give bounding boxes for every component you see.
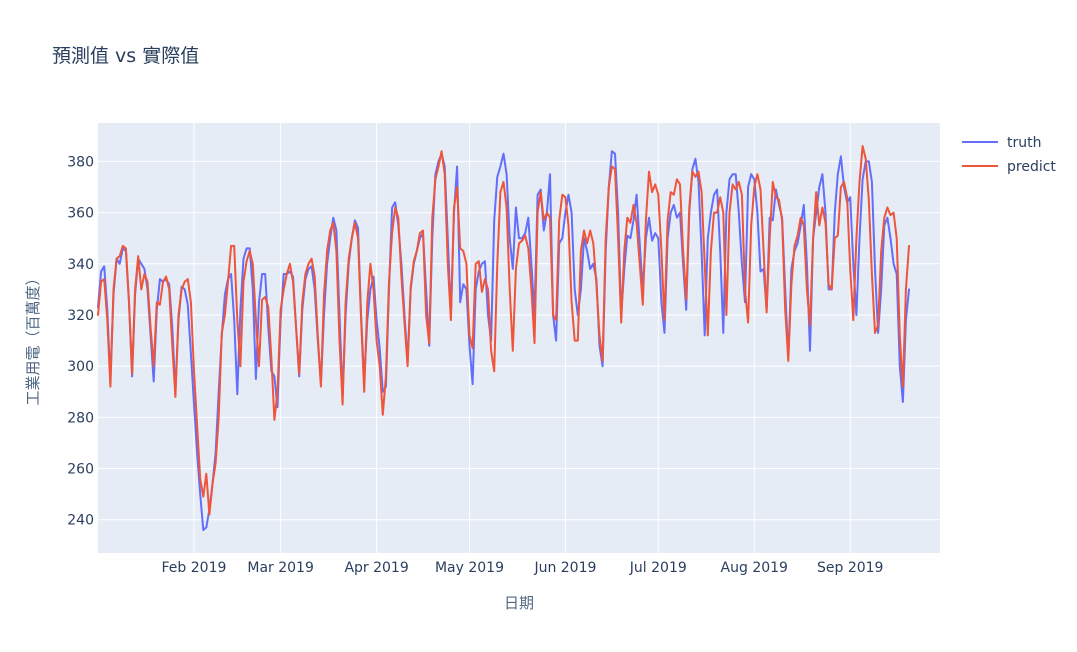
series-line-truth [97, 150, 910, 531]
x-tick-labels: Feb 2019 Mar 2019 Apr 2019 May 2019 Jun 2019… [162, 560, 884, 576]
y-gridlines [98, 160, 940, 521]
x-axis-title: 日期 [504, 594, 534, 612]
y-tick-label: 280 [67, 410, 94, 426]
y-tick-label: 360 [67, 206, 94, 222]
legend-label-truth: truth [1007, 135, 1041, 151]
legend: truth predict [962, 135, 1056, 175]
series-layer [97, 145, 910, 531]
x-tick-label: Mar 2019 [247, 560, 314, 576]
x-tick-label: Sep 2019 [817, 560, 883, 576]
y-tick-labels: 240 260 280 300 320 340 360 380 [67, 154, 94, 528]
y-tick-label: 240 [67, 513, 94, 529]
y-tick-label: 320 [67, 308, 94, 324]
x-tick-label: Apr 2019 [344, 560, 408, 576]
plot-area [98, 123, 940, 553]
series-line-predict [97, 145, 910, 516]
y-tick-label: 380 [67, 154, 94, 170]
x-tick-label: Aug 2019 [721, 560, 788, 576]
y-tick-label: 340 [67, 257, 94, 273]
x-tick-label: Jul 2019 [629, 560, 687, 576]
chart-title: 預測值 vs 實際值 [52, 45, 199, 67]
x-tick-label: Feb 2019 [162, 560, 227, 576]
x-tick-label: May 2019 [435, 560, 504, 576]
y-tick-label: 300 [67, 359, 94, 375]
y-tick-label: 260 [67, 462, 94, 478]
x-tick-label: Jun 2019 [533, 560, 596, 576]
y-axis-title: 工業用電（百萬度） [24, 270, 42, 405]
legend-label-predict: predict [1007, 159, 1056, 175]
